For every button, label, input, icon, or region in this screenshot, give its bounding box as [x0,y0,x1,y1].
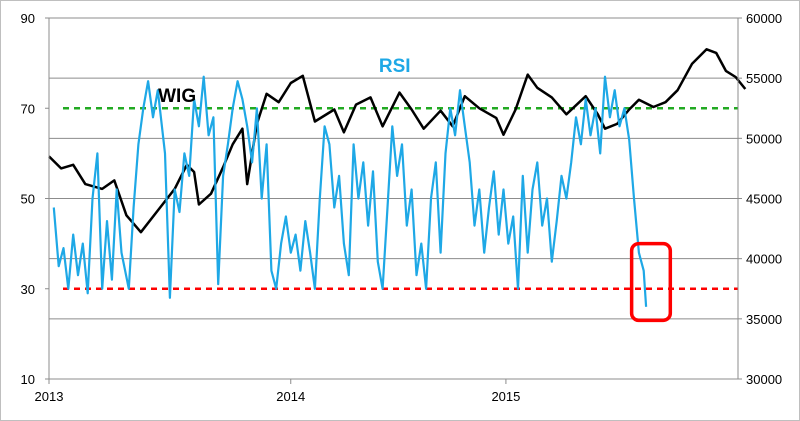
y-right-tick-label: 45000 [746,192,782,207]
x-tick-label: 2015 [491,389,520,404]
x-tick-label: 2014 [276,389,305,404]
series-label-rsi: RSI [379,56,411,77]
y-left-tick-label: 50 [21,192,35,207]
series-lines [48,48,747,307]
y-right-tick-label: 30000 [746,372,782,387]
y-left-tick-label: 70 [21,101,35,116]
y-right-tick-label: 40000 [746,252,782,267]
series-line-rsi [52,75,648,307]
y-left-tick-label: 30 [21,282,35,297]
series-line-wig [48,48,747,234]
axes: 10 30 50 70 90 30000 35000 40000 45000 50000 55000… [21,11,783,404]
y-right-tick-label: 55000 [746,71,782,86]
series-labels: WIG RSI [158,56,410,107]
x-tick-label: 2013 [35,389,64,404]
y-left-tick-label: 90 [21,11,35,26]
rsi-highlight-box [629,241,673,323]
y-right-tick-label: 60000 [746,11,782,26]
y-left-tick-label: 10 [21,372,35,387]
y-right-tick-label: 35000 [746,312,782,327]
y-right-tick-label: 50000 [746,131,782,146]
series-label-wig: WIG [158,86,196,107]
